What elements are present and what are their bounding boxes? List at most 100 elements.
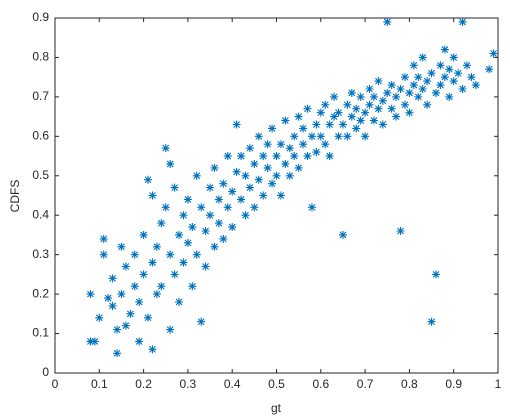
point <box>440 45 449 54</box>
x-tick-label: 0.7 <box>357 377 374 391</box>
point <box>485 65 494 74</box>
point <box>148 191 157 200</box>
point <box>121 321 130 330</box>
point <box>378 120 387 129</box>
point <box>250 203 259 212</box>
point <box>219 234 228 243</box>
point <box>392 92 401 101</box>
point <box>152 242 161 251</box>
point <box>365 100 374 109</box>
point <box>378 96 387 105</box>
y-tick-label: 0.7 <box>32 89 49 103</box>
point <box>219 179 228 188</box>
point <box>387 104 396 113</box>
point <box>228 223 237 232</box>
point <box>268 124 277 133</box>
point <box>436 81 445 90</box>
x-tick-label: 0.9 <box>445 377 462 391</box>
point <box>192 171 201 180</box>
y-tick-label: 0.3 <box>32 247 49 261</box>
point <box>139 270 148 279</box>
point <box>121 262 130 271</box>
point <box>436 61 445 70</box>
point <box>237 195 246 204</box>
y-tick-label: 0.4 <box>32 207 49 221</box>
point <box>161 203 170 212</box>
point <box>152 290 161 299</box>
point <box>445 65 454 74</box>
point <box>365 85 374 93</box>
y-axis-label: CDFS <box>8 180 22 213</box>
point <box>290 152 299 161</box>
point <box>232 167 241 176</box>
point <box>135 337 144 346</box>
point <box>113 325 122 334</box>
point <box>272 152 281 161</box>
point <box>254 132 263 141</box>
point <box>108 301 117 310</box>
point <box>276 191 285 200</box>
point <box>108 274 117 283</box>
point <box>356 92 365 101</box>
y-tick-label: 0 <box>42 365 49 379</box>
point <box>148 258 157 267</box>
x-tick-label: 0.1 <box>91 377 108 391</box>
point <box>303 152 312 161</box>
point <box>316 132 325 141</box>
point <box>201 262 210 271</box>
point <box>210 163 219 172</box>
point <box>188 282 197 291</box>
point <box>440 73 449 82</box>
point <box>259 191 268 200</box>
point <box>90 337 99 346</box>
x-tick-label: 0 <box>52 377 59 391</box>
point <box>361 132 370 141</box>
point <box>334 108 343 117</box>
point <box>414 73 423 82</box>
point <box>449 53 458 62</box>
point <box>374 104 383 113</box>
point <box>157 282 166 291</box>
point <box>285 144 294 153</box>
x-tick-label: 0.6 <box>312 377 329 391</box>
point <box>467 73 476 82</box>
point <box>294 163 303 172</box>
point <box>197 317 206 326</box>
point <box>338 120 347 129</box>
point <box>276 140 285 149</box>
point <box>188 223 197 232</box>
point <box>99 250 108 259</box>
point <box>325 152 334 161</box>
point <box>214 219 223 228</box>
point <box>130 250 139 259</box>
point <box>144 175 153 184</box>
point <box>356 116 365 125</box>
point <box>431 270 440 279</box>
point <box>445 92 454 101</box>
point <box>343 132 352 141</box>
point <box>418 53 427 62</box>
point <box>206 183 215 192</box>
point <box>259 152 268 161</box>
point <box>307 132 316 141</box>
point <box>392 112 401 121</box>
point <box>405 88 414 97</box>
point <box>250 159 259 168</box>
point <box>338 230 347 239</box>
point <box>321 100 330 109</box>
point <box>86 337 95 346</box>
point <box>423 77 432 86</box>
point <box>95 313 104 322</box>
x-tick-label: 1 <box>495 377 502 391</box>
point <box>179 258 188 267</box>
point <box>462 61 471 70</box>
point <box>449 77 458 86</box>
point <box>458 17 467 26</box>
point <box>294 112 303 121</box>
point <box>383 88 392 97</box>
point <box>166 250 175 259</box>
point <box>223 203 232 212</box>
point <box>139 230 148 239</box>
point <box>241 171 250 180</box>
point <box>254 175 263 184</box>
